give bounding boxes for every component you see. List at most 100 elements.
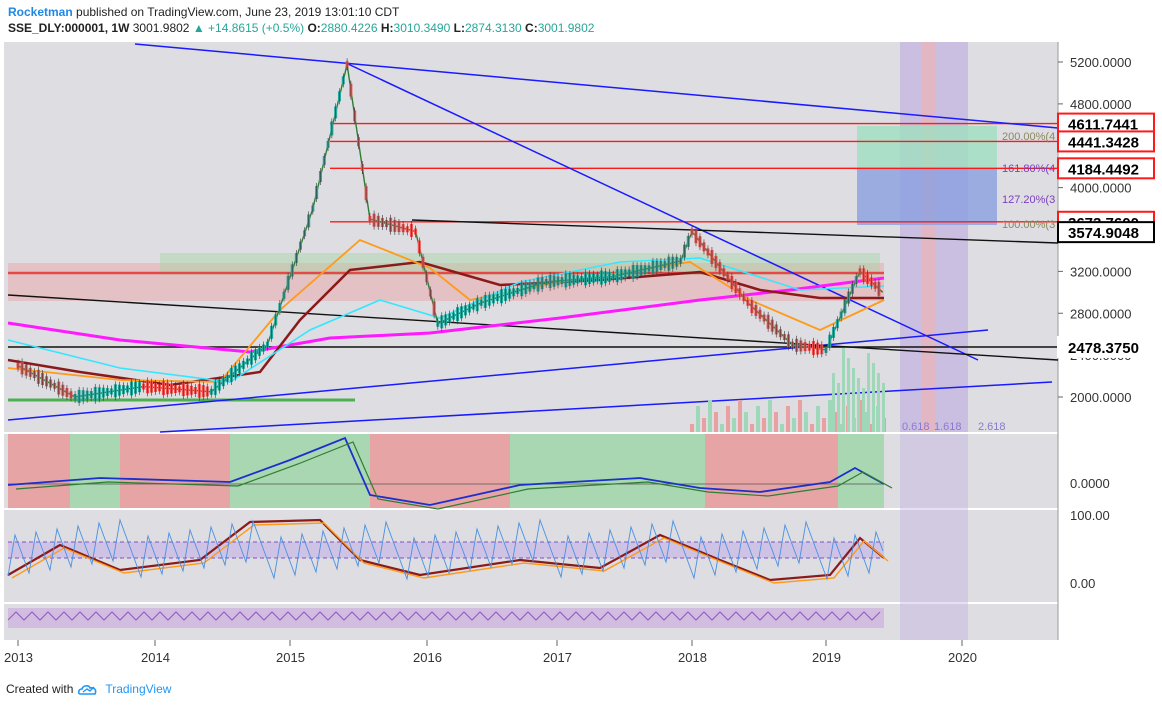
close-label: C: [525, 21, 538, 35]
macd-signal-line [15, 441, 893, 510]
open-value: 2880.4226 [320, 21, 378, 35]
volume-bar [738, 400, 742, 432]
x-tick-label: 2017 [543, 650, 572, 665]
channel-line-upper [411, 219, 1059, 244]
y-tick-label: 4800.0000 [1070, 97, 1131, 112]
macd-regime-band [510, 434, 705, 508]
stoch-raw-line [7, 518, 884, 581]
ma-cyan [7, 257, 885, 383]
y-tick-label: 2000.0000 [1070, 390, 1131, 405]
publisher-line: Rocketman published on TradingView.com, … [8, 4, 594, 20]
macd-regime-band [150, 434, 230, 508]
volume-bar [828, 400, 832, 432]
fib-box-blue [857, 168, 997, 225]
volume-bar [834, 412, 838, 432]
volume-bar [696, 406, 700, 432]
projection-zone-red [922, 42, 936, 432]
volume-bar [804, 412, 808, 432]
x-tick-label: 2020 [948, 650, 977, 665]
price-label-box [1057, 130, 1155, 153]
volume-bar [864, 412, 868, 432]
last-price: 3001.9802 [132, 21, 190, 35]
macd-line [7, 436, 885, 506]
low-value: 2874.3130 [464, 21, 522, 35]
volume-bar [690, 424, 694, 432]
price-change: ▲ +14.8615 (+0.5%) [192, 21, 305, 35]
volume-bar [816, 406, 820, 432]
x-tick-label: 2014 [141, 650, 170, 665]
created-with-text: Created with [6, 682, 74, 696]
ma-orange [7, 238, 885, 383]
volume-bar [832, 373, 835, 432]
high-label: H: [380, 21, 394, 35]
y-tick-label: 4000.0000 [1070, 181, 1131, 196]
fib-label: 161.80%(4 [1002, 163, 1055, 175]
stoch-d-line [11, 522, 889, 584]
y-tick-label: 5200.0000 [1070, 55, 1131, 70]
volume-bar [762, 418, 766, 432]
volume-bar [882, 383, 885, 432]
channel-line-lower [7, 294, 1059, 361]
x-tick-label: 2016 [413, 650, 442, 665]
ma-200-magenta [7, 276, 885, 354]
rsi-band [8, 608, 884, 628]
volume-bar [786, 406, 790, 432]
fib-box-green [857, 126, 997, 168]
fib-label: 1.618 [934, 421, 962, 433]
rsi-layer [7, 608, 884, 628]
volume-bar [810, 424, 814, 432]
trendline-down [347, 63, 979, 361]
ohlc-line: SSE_DLY:000001, 1W 3001.9802 ▲ +14.8615 … [8, 20, 594, 36]
x-tick-label: 2019 [812, 650, 841, 665]
tradingview-brand[interactable]: TradingView [105, 682, 172, 696]
volume-bar [847, 358, 850, 432]
volume-bar [877, 373, 880, 432]
volume-bar [744, 412, 748, 432]
y-tick-label: 2800.0000 [1070, 306, 1131, 321]
volume-bar [756, 406, 760, 432]
fib-label: 2.618 [978, 421, 1006, 433]
volume-bar [792, 418, 796, 432]
price-label-text: 2478.3750 [1068, 340, 1139, 357]
fib-label: 0.618 [902, 421, 930, 433]
trendline-upper [134, 43, 1059, 129]
volume-bar [867, 353, 870, 432]
price-label-box [1057, 221, 1155, 244]
labels-layer: 4611.74414441.34284184.44923673.76003574… [902, 112, 1155, 433]
high-value: 3010.3490 [393, 21, 451, 35]
stoch-tick-label: 0.00 [1070, 576, 1095, 591]
price-label-text: 4611.7441 [1068, 117, 1138, 134]
volume-bar [780, 424, 784, 432]
volume-bar [726, 406, 730, 432]
price-label-text: 4441.3428 [1068, 134, 1139, 151]
x-tick-label: 2013 [4, 650, 33, 665]
volume-bar [702, 418, 706, 432]
volume-bar [872, 363, 875, 432]
volume-bar [837, 383, 840, 432]
close-value: 3001.9802 [537, 21, 595, 35]
volume-bar [842, 348, 845, 432]
open-label: O: [307, 21, 321, 35]
fib-label: 200.00%(4 [1002, 131, 1055, 143]
volume-bar [720, 424, 724, 432]
stoch-tick-label: 100.00 [1070, 508, 1110, 523]
stoch-band [8, 542, 884, 558]
chart-header: Rocketman published on TradingView.com, … [8, 4, 594, 36]
publish-info: published on TradingView.com, June 23, 2… [76, 5, 400, 19]
volume-bar [750, 424, 754, 432]
volume-bar [862, 388, 865, 432]
volume-bar [852, 368, 855, 432]
trendline-up-lower [159, 381, 1053, 433]
macd-regime-band [70, 434, 120, 508]
macd-tick-label: 0.0000 [1070, 476, 1110, 491]
y-tick-label: 3200.0000 [1070, 264, 1131, 279]
macd-regime-band [230, 434, 370, 508]
author-name[interactable]: Rocketman [8, 5, 73, 19]
projection-zone-lower [900, 434, 968, 640]
price-label-box [1057, 157, 1155, 180]
price-layer [7, 42, 1059, 640]
price-label-box [1057, 335, 1155, 358]
price-label-text: 4184.4492 [1068, 161, 1139, 178]
macd-regime-band [705, 434, 838, 508]
